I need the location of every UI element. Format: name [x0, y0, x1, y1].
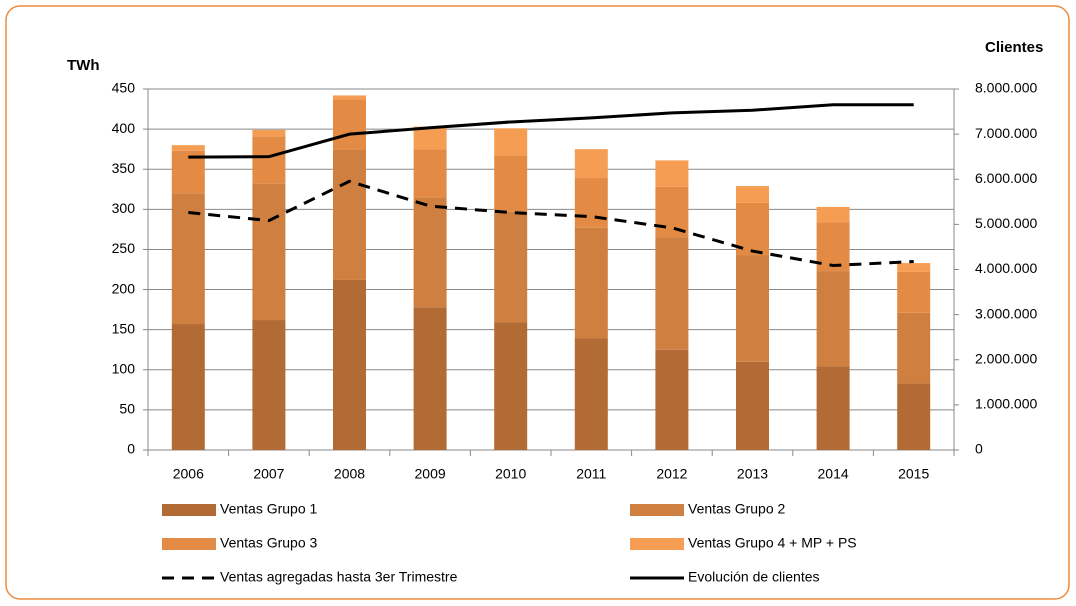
bar — [574, 149, 608, 179]
bar — [252, 320, 286, 450]
bar — [897, 271, 931, 313]
bar — [736, 255, 769, 362]
y2-tick-label: 3.000.000 — [975, 305, 1037, 321]
y-tick-label: 450 — [112, 80, 136, 96]
y-axis-title: TWh — [67, 57, 99, 74]
y-tick-label: 300 — [112, 200, 136, 216]
bar — [413, 126, 447, 150]
legend-swatch — [162, 504, 216, 516]
bar — [816, 222, 850, 272]
x-tick-label: 2013 — [737, 466, 768, 482]
y-tick-label: 150 — [112, 320, 136, 336]
x-tick-label: 2011 — [576, 466, 606, 482]
legend-label: Ventas Grupo 4 + MP + PS — [688, 535, 857, 551]
y-tick-label: 200 — [112, 280, 136, 296]
legend-label: Evolución de clientes — [688, 569, 820, 585]
y2-tick-label: 1.000.000 — [975, 396, 1037, 412]
bar — [252, 183, 286, 321]
y-tick-label: 350 — [112, 160, 136, 176]
bar — [655, 349, 689, 450]
x-tick-label: 2015 — [898, 466, 929, 482]
y-tick-label: 100 — [112, 360, 136, 376]
bar — [655, 237, 689, 350]
bar — [897, 312, 931, 384]
bar — [816, 206, 850, 223]
bar — [333, 95, 366, 100]
y2-tick-label: 5.000.000 — [975, 215, 1037, 231]
bar — [171, 145, 205, 151]
y-tick-label: 400 — [112, 120, 136, 136]
y-tick-label: 0 — [127, 441, 135, 457]
bar — [171, 324, 205, 450]
bar — [494, 322, 528, 450]
bar — [574, 338, 608, 450]
bar — [897, 263, 931, 272]
y2-tick-label: 4.000.000 — [975, 260, 1037, 276]
x-tick-label: 2007 — [253, 466, 284, 482]
bar — [655, 160, 689, 187]
bar — [413, 197, 447, 308]
bar — [252, 136, 286, 184]
bar — [897, 383, 931, 450]
legend-label: Ventas agregadas hasta 3er Trimestre — [220, 569, 458, 585]
line — [188, 179, 914, 267]
x-tick-label: 2008 — [334, 466, 365, 482]
line — [188, 103, 914, 159]
bar — [252, 129, 286, 137]
x-tick-label: 2012 — [656, 466, 687, 482]
legend-label: Ventas Grupo 3 — [220, 535, 318, 551]
x-tick-label: 2014 — [818, 466, 849, 482]
x-tick-label: 2006 — [173, 466, 204, 482]
y2-axis-title: Clientes — [985, 39, 1043, 56]
x-tick-label: 2010 — [495, 466, 526, 482]
legend-swatch — [162, 538, 216, 550]
y-tick-label: 250 — [112, 240, 136, 256]
bar — [413, 149, 447, 198]
y2-tick-label: 0 — [975, 441, 983, 457]
y2-tick-label: 2.000.000 — [975, 350, 1037, 366]
bar — [655, 186, 689, 238]
legend-label: Ventas Grupo 1 — [220, 501, 318, 517]
bar — [816, 271, 850, 367]
bar — [333, 99, 366, 150]
bar — [494, 155, 528, 212]
bar — [494, 211, 528, 323]
bar — [333, 279, 366, 450]
legend-label: Ventas Grupo 2 — [688, 501, 786, 517]
bar — [494, 128, 528, 156]
x-tick-label: 2009 — [415, 466, 446, 482]
bar — [333, 149, 366, 280]
y2-tick-label: 8.000.000 — [975, 80, 1037, 96]
y2-tick-label: 7.000.000 — [975, 125, 1037, 141]
bar — [574, 178, 608, 228]
y-tick-label: 50 — [119, 401, 135, 417]
bar — [413, 307, 447, 450]
legend-swatch — [630, 504, 684, 516]
bar — [816, 366, 850, 450]
bar — [736, 361, 769, 450]
bar — [574, 227, 608, 339]
y2-tick-label: 6.000.000 — [975, 170, 1037, 186]
legend-swatch — [630, 538, 684, 550]
bar — [736, 186, 769, 203]
